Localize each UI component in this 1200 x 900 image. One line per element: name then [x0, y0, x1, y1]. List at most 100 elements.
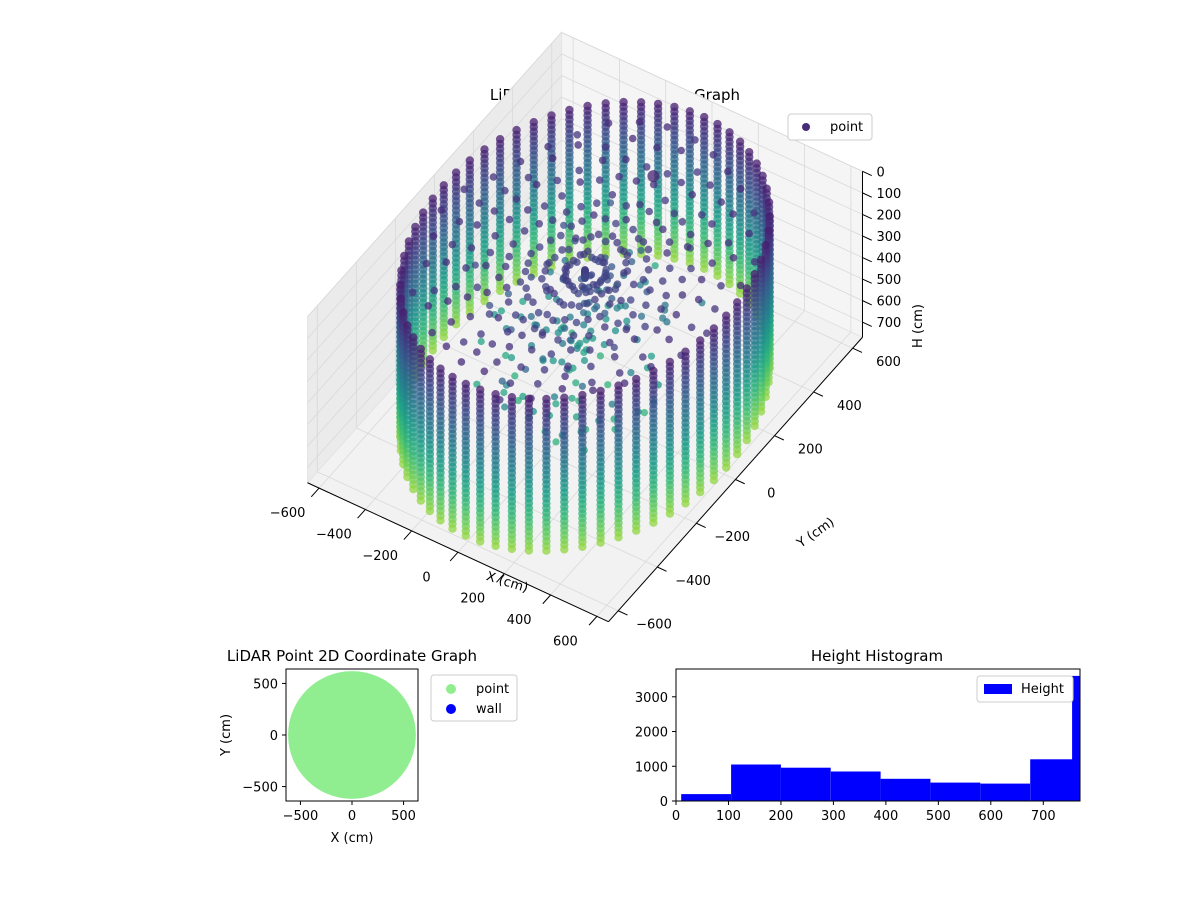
chart-3d-point	[506, 379, 515, 388]
chart-3d-point	[507, 544, 517, 554]
chart-3d-point	[548, 154, 557, 163]
chart-3d-x-tick-label: −400	[316, 528, 352, 543]
chart-3d-point	[709, 151, 718, 159]
chart-histogram-x-tick-label: 100	[716, 809, 741, 824]
chart-3d-point	[756, 407, 766, 416]
chart-3d-points	[396, 97, 774, 555]
chart-3d-point	[606, 199, 615, 207]
chart-3d-point	[476, 537, 485, 546]
chart-3d-y-tick	[774, 435, 785, 441]
chart-3d-point	[523, 293, 532, 301]
chart-3d-point	[580, 321, 588, 329]
chart-3d-point	[622, 202, 630, 210]
chart-3d-point	[444, 297, 452, 305]
chart-3d-point	[620, 379, 629, 388]
chart-3d-point	[614, 533, 623, 542]
chart-3d-point	[677, 146, 685, 155]
chart-3d-z-tick-label: 100	[876, 187, 901, 202]
chart-3d-point	[652, 218, 661, 227]
chart-3d-point	[750, 209, 758, 217]
chart-3d-point	[653, 251, 663, 260]
chart-3d-point	[544, 142, 552, 151]
chart-3d-point	[483, 288, 491, 297]
chart-3d-point	[442, 342, 451, 351]
chart-histogram-y-tick-label: 0	[660, 795, 668, 810]
chart-3d-point	[507, 354, 516, 362]
chart-3d-point	[611, 285, 620, 294]
chart-3d-point	[729, 253, 738, 262]
chart-3d-point	[577, 202, 585, 211]
chart-3d-point	[657, 305, 665, 313]
chart-3d-point	[644, 245, 653, 254]
chart-3d-point	[491, 232, 500, 240]
chart-3d-point	[538, 331, 547, 339]
chart-3d-point	[505, 342, 514, 351]
chart-3d-x-tick-label: 0	[422, 570, 430, 585]
chart-3d-point	[485, 310, 494, 318]
chart-3d-point	[540, 202, 549, 210]
chart-2d-ylabel: Y (cm)	[219, 714, 234, 757]
chart-3d-point	[565, 245, 573, 254]
chart-3d-gridline	[561, 161, 863, 301]
chart-3d-point	[491, 541, 500, 551]
chart-3d-point	[610, 353, 619, 361]
chart-3d-point	[567, 346, 575, 354]
chart-3d-legend-label: point	[830, 120, 863, 135]
chart-3d-point	[750, 258, 759, 266]
chart-3d-point	[681, 499, 690, 508]
chart-2d-y-tick-label: 500	[253, 677, 278, 692]
chart-histogram-y-tick-label: 3000	[635, 691, 668, 706]
chart-2d-x-tick-label: −500	[283, 809, 319, 824]
chart-3d-y-tick	[657, 566, 667, 572]
chart-2d-x-tick-label: 0	[348, 809, 356, 824]
chart-3d-point	[596, 312, 604, 321]
chart-3d-point	[606, 338, 614, 347]
chart-3d-point	[672, 310, 681, 319]
chart-3d-point	[473, 283, 482, 292]
chart-3d-point	[447, 318, 456, 326]
chart-3d-point	[694, 295, 703, 304]
chart-3d-point	[442, 258, 451, 266]
chart-3d-legend-marker	[802, 123, 810, 131]
chart-3d-point	[560, 221, 568, 229]
chart-3d-gridline	[561, 139, 863, 280]
chart-3d-point	[717, 198, 725, 206]
chart-3d-point	[713, 271, 722, 280]
chart-3d-point	[629, 280, 638, 289]
chart-3d-point	[467, 244, 476, 252]
chart-3d-x-tick-label: −200	[362, 549, 398, 564]
chart-3d-point	[561, 265, 569, 274]
chart-3d-point	[539, 355, 547, 363]
chart-3d-point	[750, 421, 759, 431]
chart-3d-point	[604, 119, 613, 127]
chart-3d-x-tick-label: 400	[507, 613, 532, 628]
chart-3d-point	[430, 286, 439, 295]
chart-3d-point	[561, 372, 569, 381]
chart-3d-point	[580, 309, 588, 317]
chart-3d-point	[645, 207, 653, 216]
chart-3d-point	[428, 346, 437, 355]
chart-3d-point	[448, 240, 457, 249]
chart-3d-point	[628, 258, 636, 266]
chart-3d-point	[642, 163, 651, 171]
chart-3d-point	[429, 232, 438, 240]
chart-histogram-frame	[675, 668, 1081, 802]
chart-3d-point	[416, 496, 425, 505]
chart-histogram-x-tick-label: 200	[769, 809, 794, 824]
chart-3d-point	[608, 232, 617, 240]
chart-3d-point	[503, 328, 512, 336]
chart-2d-xlabel: X (cm)	[331, 831, 374, 846]
chart-3d-point	[708, 220, 716, 228]
chart-3d-point	[706, 181, 714, 189]
chart-3d-point	[594, 230, 603, 239]
chart-3d-x-tick	[588, 616, 598, 626]
chart-3d-point	[548, 216, 557, 224]
chart-3d-point	[580, 348, 588, 356]
chart-histogram-x-tick-label: 0	[672, 809, 680, 824]
chart-3d-point	[653, 326, 661, 334]
chart-3d-point	[461, 531, 470, 540]
chart-3d-point	[653, 143, 661, 152]
chart-3d-point	[651, 262, 659, 270]
chart-3d-z-tick	[862, 278, 872, 284]
histogram-bar	[1030, 759, 1080, 801]
